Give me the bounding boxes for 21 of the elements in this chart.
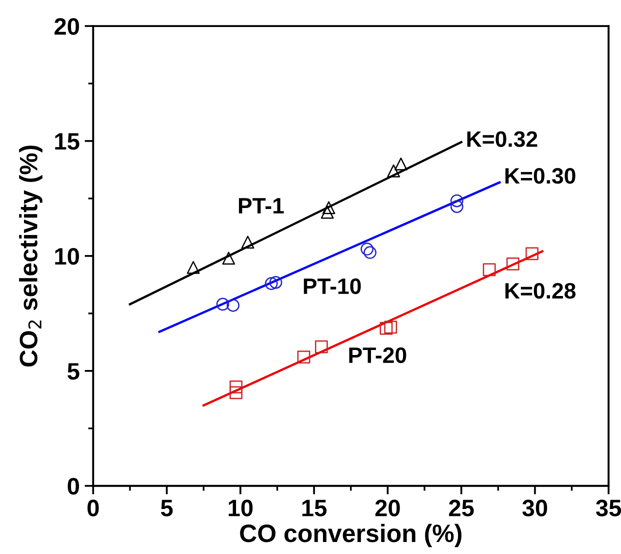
y-tick-label: 15 bbox=[55, 133, 80, 150]
annotation: K=0.32 bbox=[467, 131, 538, 147]
annotation: K=0.28 bbox=[505, 282, 576, 299]
y-tick-label: 20 bbox=[54, 18, 79, 35]
x-tick-label: 5 bbox=[160, 500, 173, 516]
annotation: K=0.30 bbox=[505, 168, 576, 184]
x-tick-label: 20 bbox=[375, 500, 400, 516]
x-axis-title: CO conversion (%) bbox=[240, 524, 462, 548]
x-tick-label: 25 bbox=[449, 500, 474, 516]
x-tick-label: 15 bbox=[302, 500, 327, 516]
y-tick-label: 10 bbox=[55, 248, 79, 265]
x-tick-label: 0 bbox=[88, 500, 99, 516]
x-tick-label: 30 bbox=[522, 500, 548, 516]
x-tick-label: 10 bbox=[228, 500, 253, 516]
y-tick-label: 5 bbox=[68, 363, 80, 380]
y-axis-title: CO$_{2}$ selectivity (%) bbox=[19, 146, 42, 367]
y-tick-label: 0 bbox=[68, 478, 79, 495]
annotation: PT-1 bbox=[238, 198, 284, 214]
annotation: PT-20 bbox=[349, 347, 406, 364]
x-tick-label: 35 bbox=[596, 500, 621, 516]
annotation: PT-10 bbox=[304, 278, 361, 294]
